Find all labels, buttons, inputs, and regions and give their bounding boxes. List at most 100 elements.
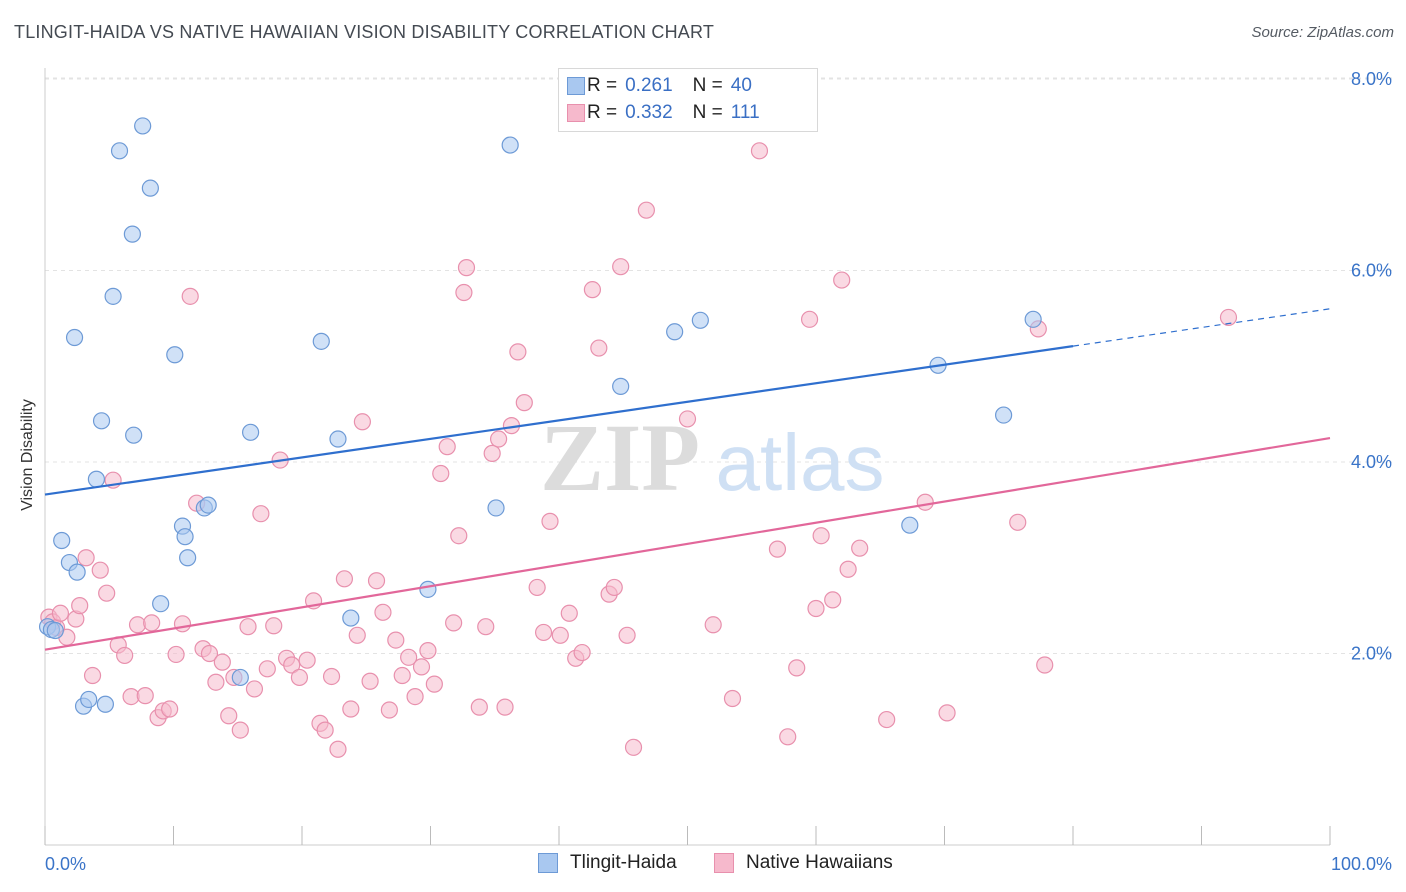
tlingit-haida-point bbox=[329, 430, 347, 448]
watermark-atlas: atlas bbox=[716, 418, 885, 507]
tlingit-haida-point bbox=[110, 142, 129, 160]
y-tick-label: 2.0% bbox=[1351, 644, 1392, 664]
native-hawaiians-point bbox=[438, 438, 456, 456]
tlingit-haida-point bbox=[46, 621, 64, 640]
legend-r-value: 0.261 bbox=[625, 75, 673, 96]
tlingit-haida-point bbox=[691, 311, 709, 329]
native-hawaiians-point bbox=[283, 656, 301, 674]
native-hawaiians-point bbox=[143, 614, 161, 632]
native-hawaiians-point bbox=[173, 615, 192, 633]
native-hawaiians-point bbox=[425, 675, 443, 693]
native-hawaiians-point bbox=[387, 631, 405, 649]
native-hawaiians-point bbox=[590, 339, 608, 357]
native-hawaiians-point bbox=[98, 584, 116, 602]
tlingit-haida-trend-line bbox=[44, 345, 1074, 496]
native-hawaiians-point bbox=[839, 560, 857, 578]
native-hawaiians-point bbox=[637, 201, 655, 219]
native-hawaiians-point bbox=[800, 310, 819, 328]
native-hawaiians-point bbox=[380, 701, 398, 719]
native-hawaiians-point bbox=[723, 689, 742, 708]
native-hawaiians-point bbox=[483, 444, 501, 462]
native-hawaiians-point bbox=[618, 626, 636, 644]
tlingit-haida-point bbox=[501, 136, 519, 154]
legend-item-native-hawaiians[interactable]: Native Hawaiians bbox=[714, 852, 893, 874]
tlingit-haida-point bbox=[666, 323, 684, 341]
native-hawaiians-points bbox=[40, 142, 1238, 758]
native-hawaiians-point bbox=[51, 604, 70, 622]
legend-r-label: R = bbox=[587, 102, 618, 123]
native-hawaiians-point bbox=[1009, 513, 1027, 531]
tlingit-haida-point bbox=[141, 179, 159, 197]
native-hawaiians-point bbox=[704, 616, 722, 634]
native-hawaiians-point bbox=[470, 698, 488, 716]
legend-label: Tlingit-Haida bbox=[570, 852, 677, 873]
native-hawaiians-point bbox=[322, 667, 341, 686]
native-hawaiians-point bbox=[807, 599, 825, 618]
x-tick-label-max: 100.0% bbox=[1331, 854, 1392, 874]
legend-label: Native Hawaiians bbox=[746, 852, 893, 873]
native-hawaiians-point bbox=[245, 680, 264, 698]
native-hawaiians-point bbox=[258, 660, 276, 678]
legend-n-label: N = bbox=[692, 75, 723, 96]
tlingit-haida-point bbox=[87, 470, 106, 488]
tlingit-haida-point bbox=[125, 426, 143, 444]
native-hawaiians-point bbox=[161, 700, 179, 718]
tlingit-haida-point bbox=[152, 595, 170, 613]
y-tick-label: 6.0% bbox=[1351, 261, 1392, 281]
native-hawaiians-point bbox=[851, 539, 869, 557]
legend-row-native-hawaiians: R = 0.332 N = 111 bbox=[567, 101, 760, 125]
tlingit-haida-point bbox=[199, 496, 217, 514]
y-tick-label: 8.0% bbox=[1351, 69, 1392, 89]
legend-row-tlingit-haida: R = 0.261 N = 40 bbox=[567, 74, 752, 98]
native-hawaiians-point bbox=[551, 626, 569, 644]
legend-swatch-pink bbox=[714, 853, 734, 873]
native-hawaiians-point bbox=[833, 271, 851, 289]
native-hawaiians-point bbox=[624, 738, 643, 756]
native-hawaiians-point bbox=[515, 394, 533, 412]
native-hawaiians-point bbox=[490, 430, 508, 448]
tlingit-haida-point bbox=[1024, 310, 1042, 328]
tlingit-haida-point bbox=[104, 287, 122, 305]
native-hawaiians-point bbox=[496, 698, 514, 716]
native-hawaiians-point bbox=[1219, 308, 1238, 327]
tlingit-haida-point bbox=[312, 332, 330, 350]
native-hawaiians-point bbox=[541, 512, 559, 530]
native-hawaiians-point bbox=[220, 707, 238, 725]
watermark-zip: ZIP bbox=[540, 404, 700, 511]
native-hawaiians-point bbox=[583, 281, 602, 299]
native-hawaiians-point bbox=[678, 410, 697, 428]
tlingit-haida-point bbox=[342, 609, 360, 627]
native-hawaiians-point bbox=[1036, 656, 1054, 674]
y-tick-label: 4.0% bbox=[1351, 452, 1392, 472]
native-hawaiians-point bbox=[393, 666, 411, 685]
tlingit-haida-points bbox=[38, 117, 1042, 715]
gridlines bbox=[45, 77, 1392, 654]
native-hawaiians-point bbox=[457, 259, 476, 277]
native-hawaiians-point bbox=[329, 740, 347, 758]
tlingit-haida-point bbox=[166, 346, 184, 364]
native-hawaiians-point bbox=[605, 578, 623, 597]
native-hawaiians-point bbox=[812, 527, 830, 545]
legend-n-value: 111 bbox=[730, 102, 760, 123]
native-hawaiians-point bbox=[768, 540, 787, 558]
tlingit-haida-point bbox=[231, 668, 249, 687]
native-hawaiians-point bbox=[290, 668, 309, 687]
tlingit-haida-point bbox=[65, 328, 84, 347]
tlingit-haida-point bbox=[419, 580, 437, 598]
native-hawaiians-point bbox=[450, 527, 468, 545]
native-hawaiians-point bbox=[938, 704, 956, 722]
native-hawaiians-point bbox=[335, 570, 354, 588]
native-hawaiians-point bbox=[406, 687, 424, 706]
legend-item-tlingit-haida[interactable]: Tlingit-Haida bbox=[538, 852, 677, 874]
native-hawaiians-point bbox=[534, 623, 553, 642]
tlingit-haida-point bbox=[612, 377, 630, 395]
correlation-legend: R = 0.261 N = 40 R = 0.332 N = 111 bbox=[558, 68, 818, 132]
legend-n-label: N = bbox=[692, 102, 723, 123]
legend-swatch-blue bbox=[538, 853, 558, 873]
native-hawaiians-point bbox=[136, 687, 154, 705]
legend-swatch-pink bbox=[567, 104, 585, 122]
tlingit-haida-point bbox=[176, 528, 194, 546]
source-label: Source: ZipAtlas.com bbox=[1251, 24, 1394, 41]
native-hawaiians-trend-line bbox=[44, 436, 1331, 651]
